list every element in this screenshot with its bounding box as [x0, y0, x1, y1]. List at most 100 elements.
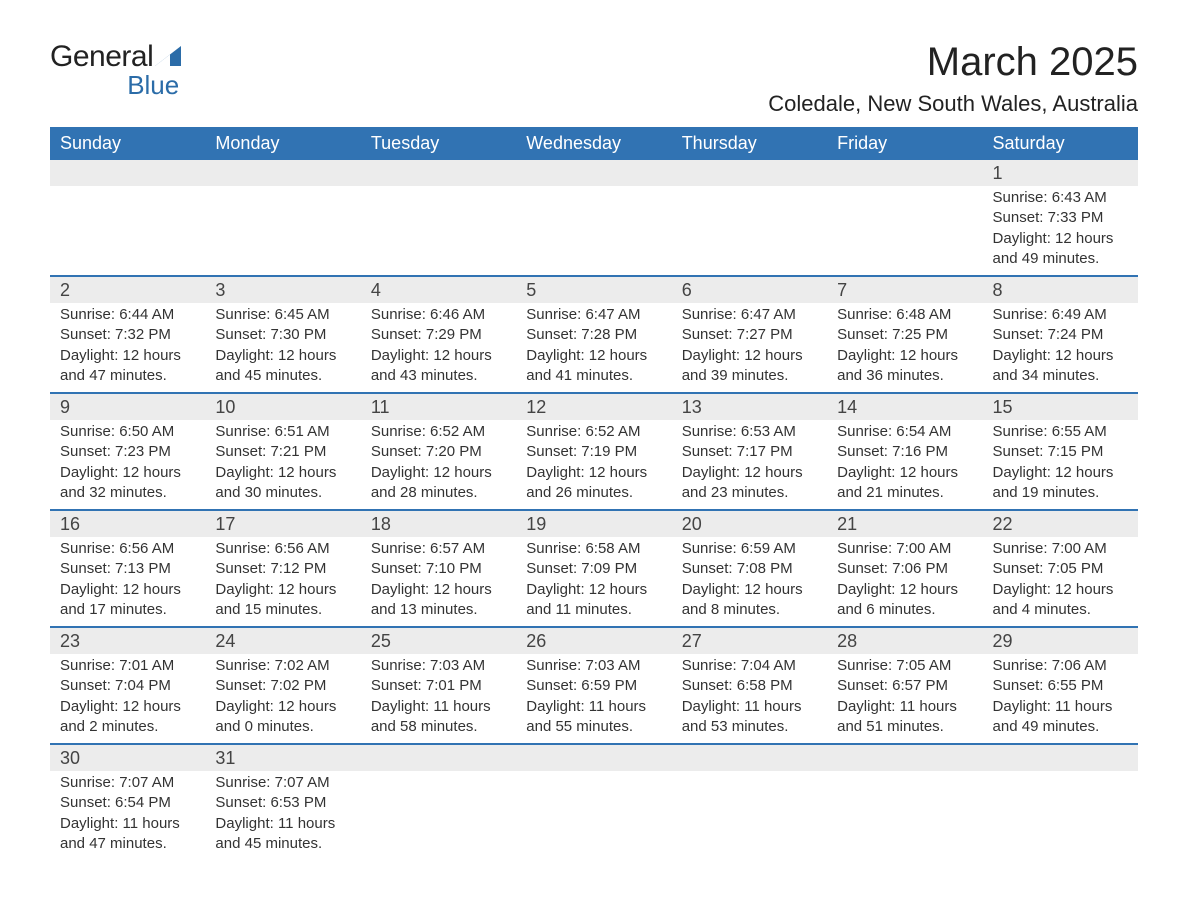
sunset-text: Sunset: 7:29 PM — [371, 325, 506, 345]
daylight2-text: and 4 minutes. — [993, 600, 1128, 620]
day-number-cell: 16 — [50, 510, 205, 537]
sunrise-text: Sunrise: 6:59 AM — [682, 539, 817, 559]
day-detail-cell: Sunrise: 6:54 AMSunset: 7:16 PMDaylight:… — [827, 420, 982, 510]
sunrise-text: Sunrise: 6:57 AM — [371, 539, 506, 559]
daylight2-text: and 51 minutes. — [837, 717, 972, 737]
day-number-cell: 31 — [205, 744, 360, 771]
daylight1-text: Daylight: 12 hours — [371, 346, 506, 366]
day-detail-cell — [516, 771, 671, 860]
day-detail-row: Sunrise: 7:01 AMSunset: 7:04 PM Daylight:… — [50, 654, 1138, 744]
day-number-row: 9101112131415 — [50, 393, 1138, 420]
sunset-text: Sunset: 6:58 PM — [682, 676, 817, 696]
daylight1-text: Daylight: 12 hours — [371, 580, 506, 600]
sunset-text: Sunset: 7:08 PM — [682, 559, 817, 579]
sunset-text: Sunset: 7:05 PM — [993, 559, 1128, 579]
day-number-cell: 3 — [205, 276, 360, 303]
day-detail-cell — [827, 771, 982, 860]
day-detail-cell: Sunrise: 6:58 AMSunset: 7:09 PMDaylight:… — [516, 537, 671, 627]
sunset-text: Sunset: 7:10 PM — [371, 559, 506, 579]
sunrise-text: Sunrise: 7:00 AM — [837, 539, 972, 559]
day-number-cell: 8 — [983, 276, 1138, 303]
day-number-cell: 17 — [205, 510, 360, 537]
daylight2-text: and 28 minutes. — [371, 483, 506, 503]
sunrise-text: Sunrise: 7:00 AM — [993, 539, 1128, 559]
day-detail-cell — [205, 186, 360, 276]
daylight1-text: Daylight: 12 hours — [371, 463, 506, 483]
sunset-text: Sunset: 7:09 PM — [526, 559, 661, 579]
daylight2-text: and 41 minutes. — [526, 366, 661, 386]
sunrise-text: Sunrise: 7:03 AM — [371, 656, 506, 676]
daylight1-text: Daylight: 12 hours — [60, 580, 195, 600]
daylight2-text: and 39 minutes. — [682, 366, 817, 386]
day-detail-cell: Sunrise: 7:07 AMSunset: 6:54 PMDaylight:… — [50, 771, 205, 860]
daylight2-text: and 49 minutes. — [993, 717, 1128, 737]
daylight2-text: and 8 minutes. — [682, 600, 817, 620]
daylight2-text: and 47 minutes. — [60, 834, 195, 854]
daylight1-text: Daylight: 12 hours — [215, 580, 350, 600]
sunrise-text: Sunrise: 6:52 AM — [526, 422, 661, 442]
day-number-cell: 21 — [827, 510, 982, 537]
sunrise-text: Sunrise: 7:07 AM — [60, 773, 195, 793]
day-number-cell: 11 — [361, 393, 516, 420]
day-detail-cell: Sunrise: 7:01 AMSunset: 7:04 PMDaylight:… — [50, 654, 205, 744]
day-detail-cell: Sunrise: 7:07 AMSunset: 6:53 PMDaylight:… — [205, 771, 360, 860]
logo-text-general: General — [50, 40, 153, 74]
day-detail-cell: Sunrise: 6:51 AMSunset: 7:21 PMDaylight:… — [205, 420, 360, 510]
day-detail-cell: Sunrise: 6:46 AMSunset: 7:29 PMDaylight:… — [361, 303, 516, 393]
day-detail-cell — [361, 771, 516, 860]
day-detail-cell — [361, 186, 516, 276]
day-detail-cell: Sunrise: 6:55 AMSunset: 7:15 PMDaylight:… — [983, 420, 1138, 510]
day-number-cell — [361, 160, 516, 186]
logo: General Blue — [50, 40, 181, 101]
day-detail-cell: Sunrise: 7:04 AMSunset: 6:58 PMDaylight:… — [672, 654, 827, 744]
day-detail-cell: Sunrise: 6:43 AMSunset: 7:33 PMDaylight:… — [983, 186, 1138, 276]
sunset-text: Sunset: 7:23 PM — [60, 442, 195, 462]
daylight2-text: and 36 minutes. — [837, 366, 972, 386]
sunrise-text: Sunrise: 6:49 AM — [993, 305, 1128, 325]
sunset-text: Sunset: 7:28 PM — [526, 325, 661, 345]
daylight1-text: Daylight: 11 hours — [371, 697, 506, 717]
sunset-text: Sunset: 7:27 PM — [682, 325, 817, 345]
calendar-table: SundayMondayTuesdayWednesdayThursdayFrid… — [50, 127, 1138, 860]
sunrise-text: Sunrise: 6:46 AM — [371, 305, 506, 325]
day-number-cell: 12 — [516, 393, 671, 420]
sunrise-text: Sunrise: 7:05 AM — [837, 656, 972, 676]
day-number-cell: 24 — [205, 627, 360, 654]
sunrise-text: Sunrise: 6:51 AM — [215, 422, 350, 442]
day-detail-cell: Sunrise: 7:05 AMSunset: 6:57 PMDaylight:… — [827, 654, 982, 744]
daylight1-text: Daylight: 11 hours — [526, 697, 661, 717]
day-detail-cell — [983, 771, 1138, 860]
sunset-text: Sunset: 7:01 PM — [371, 676, 506, 696]
daylight1-text: Daylight: 11 hours — [837, 697, 972, 717]
daylight1-text: Daylight: 12 hours — [682, 463, 817, 483]
day-detail-cell: Sunrise: 6:45 AMSunset: 7:30 PMDaylight:… — [205, 303, 360, 393]
daylight2-text: and 26 minutes. — [526, 483, 661, 503]
daylight1-text: Daylight: 12 hours — [682, 346, 817, 366]
daylight1-text: Daylight: 12 hours — [993, 229, 1128, 249]
day-detail-cell: Sunrise: 7:06 AMSunset: 6:55 PMDaylight:… — [983, 654, 1138, 744]
sunset-text: Sunset: 7:04 PM — [60, 676, 195, 696]
daylight2-text: and 53 minutes. — [682, 717, 817, 737]
daylight1-text: Daylight: 12 hours — [837, 580, 972, 600]
sunset-text: Sunset: 6:53 PM — [215, 793, 350, 813]
daylight1-text: Daylight: 12 hours — [526, 463, 661, 483]
sunrise-text: Sunrise: 6:55 AM — [993, 422, 1128, 442]
daylight2-text: and 45 minutes. — [215, 366, 350, 386]
day-number-cell: 7 — [827, 276, 982, 303]
daylight2-text: and 13 minutes. — [371, 600, 506, 620]
sunrise-text: Sunrise: 6:48 AM — [837, 305, 972, 325]
sunset-text: Sunset: 7:32 PM — [60, 325, 195, 345]
day-number-cell: 2 — [50, 276, 205, 303]
sunrise-text: Sunrise: 7:01 AM — [60, 656, 195, 676]
day-number-cell: 1 — [983, 160, 1138, 186]
sunrise-text: Sunrise: 6:52 AM — [371, 422, 506, 442]
logo-text-blue: Blue — [127, 70, 179, 100]
day-detail-cell: Sunrise: 6:49 AMSunset: 7:24 PMDaylight:… — [983, 303, 1138, 393]
daylight2-text: and 49 minutes. — [993, 249, 1128, 269]
daylight2-text: and 21 minutes. — [837, 483, 972, 503]
weekday-header: Tuesday — [361, 127, 516, 160]
daylight1-text: Daylight: 12 hours — [215, 463, 350, 483]
sunset-text: Sunset: 7:21 PM — [215, 442, 350, 462]
sunrise-text: Sunrise: 6:53 AM — [682, 422, 817, 442]
daylight2-text: and 23 minutes. — [682, 483, 817, 503]
